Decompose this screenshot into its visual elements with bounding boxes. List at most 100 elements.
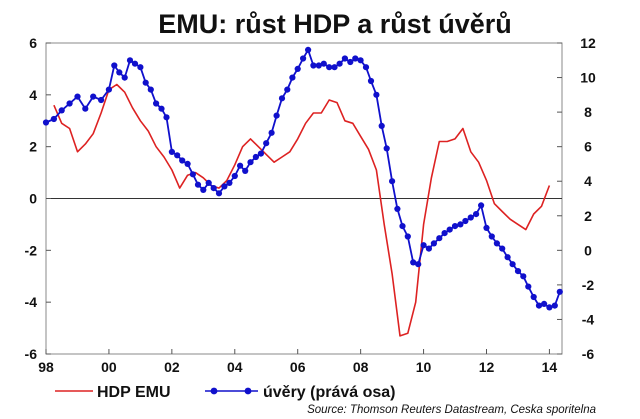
right-tick-label: 0 — [584, 242, 592, 258]
credit-point — [441, 230, 448, 237]
gdp-line — [53, 83, 551, 337]
credit-point — [362, 64, 370, 71]
credit-point — [215, 190, 223, 197]
right-tick-label: 8 — [584, 104, 592, 120]
credit-point — [378, 122, 385, 129]
credit-point — [200, 186, 207, 193]
left-tick-label: 6 — [29, 35, 37, 51]
credit-point — [242, 167, 249, 174]
credit-point — [478, 202, 485, 209]
credit-point — [347, 58, 354, 66]
credit-point — [389, 178, 396, 185]
credit-point — [383, 145, 390, 152]
series-group — [42, 46, 563, 337]
right-tick-label: -2 — [582, 277, 595, 293]
legend: HDP EMU úvěry (prává osa) — [55, 384, 396, 401]
credit-point — [300, 55, 307, 62]
credit-point — [289, 74, 296, 81]
credit-point — [415, 261, 422, 268]
credit-point — [525, 283, 532, 290]
credit-point — [210, 185, 217, 192]
left-tick-label: 4 — [29, 87, 37, 103]
credit-point — [457, 221, 464, 228]
legend-credit-marker — [210, 387, 218, 395]
left-axis: 6 4 2 0 -2 -4 -6 — [25, 35, 51, 362]
credit-point — [284, 86, 291, 93]
credit-point — [174, 152, 181, 159]
credit-point — [205, 179, 212, 186]
credit-point — [121, 74, 128, 81]
credit-point — [326, 64, 333, 71]
credit-point — [273, 112, 280, 119]
credit-point — [331, 64, 338, 71]
credit-point — [257, 150, 264, 157]
credit-point — [221, 183, 228, 190]
credit-point — [237, 162, 244, 169]
credit-point — [514, 268, 522, 275]
credit-point — [231, 172, 238, 180]
credit-point — [142, 79, 149, 86]
credit-point — [153, 100, 160, 107]
credit-line — [45, 49, 561, 309]
source-note: Source: Thomson Reuters Datastream, Cesk… — [307, 404, 596, 416]
credit-point — [131, 60, 139, 67]
x-tick-label: 06 — [290, 359, 306, 375]
credit-point — [357, 57, 364, 64]
credit-point — [184, 160, 191, 167]
credit-point — [126, 57, 134, 64]
credit-point — [425, 245, 432, 252]
credit-point — [341, 55, 348, 62]
legend-credit-marker — [244, 387, 252, 395]
x-tick-label: 02 — [164, 359, 180, 375]
credit-point — [462, 217, 469, 225]
x-tick-label: 98 — [38, 359, 54, 375]
left-tick-label: -6 — [25, 346, 38, 362]
credit-point — [467, 214, 474, 221]
credit-point — [546, 304, 553, 311]
credit-point — [82, 105, 89, 112]
right-tick-label: 12 — [580, 35, 596, 51]
credit-point — [278, 95, 286, 102]
right-tick-label: 4 — [584, 173, 592, 189]
right-tick-label: -6 — [582, 346, 595, 362]
credit-point — [158, 105, 165, 112]
credit-point — [50, 115, 58, 123]
credit-point — [451, 223, 459, 230]
credit-point — [509, 261, 516, 268]
x-tick-label: 08 — [353, 359, 369, 375]
credit-point — [420, 242, 427, 249]
credit-point — [504, 254, 511, 261]
credit-point — [399, 223, 406, 230]
x-tick-label: 10 — [416, 359, 432, 375]
credit-point — [163, 114, 170, 121]
credit-point — [74, 93, 81, 100]
credit-point — [530, 293, 537, 301]
credit-point — [430, 240, 437, 247]
x-axis: 98 00 02 04 06 08 10 12 14 — [38, 349, 557, 375]
left-tick-label: 2 — [29, 139, 37, 155]
credit-point — [473, 211, 480, 218]
right-tick-label: 2 — [584, 208, 592, 224]
credit-point — [263, 140, 270, 147]
credit-point — [436, 235, 443, 242]
credit-point — [367, 77, 375, 85]
credit-point — [404, 233, 411, 240]
credit-point — [226, 179, 233, 186]
credit-point — [488, 233, 495, 240]
credit-point — [294, 65, 301, 72]
credit-point — [535, 302, 543, 309]
credit-point — [499, 245, 506, 252]
credit-point — [137, 64, 144, 71]
credit-point — [373, 91, 380, 98]
credit-point — [410, 259, 417, 266]
x-tick-label: 14 — [542, 359, 558, 375]
credit-point — [179, 157, 186, 164]
credit-point — [320, 60, 327, 67]
credit-point — [446, 226, 453, 233]
credit-point — [168, 148, 175, 155]
credit-point — [520, 273, 527, 280]
credit-point — [116, 69, 123, 76]
credit-point — [336, 60, 343, 67]
credit-point — [394, 205, 401, 212]
